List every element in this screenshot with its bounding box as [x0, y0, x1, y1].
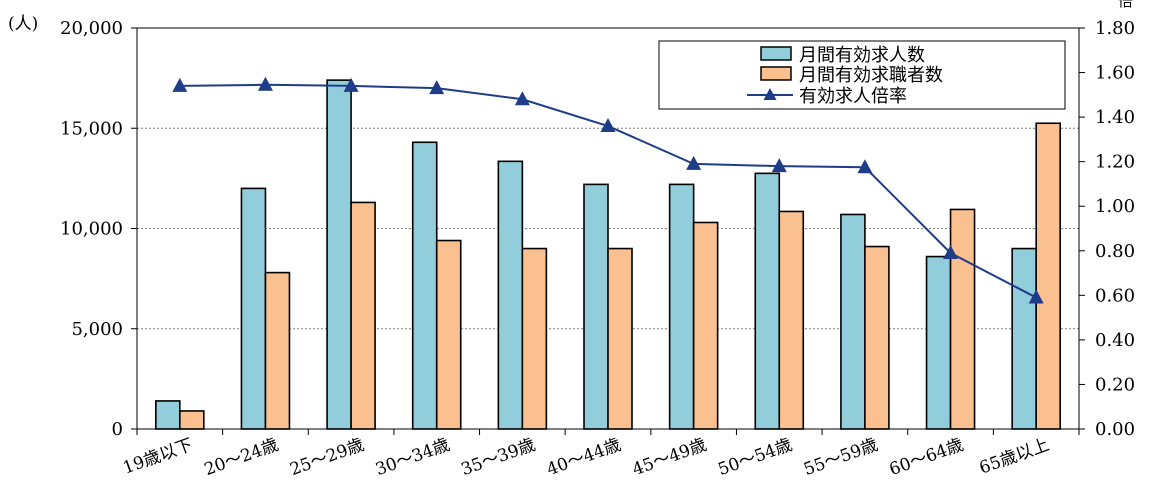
x-axis-label: 25～29歳 — [287, 435, 366, 480]
bar-job-openings — [326, 79, 352, 430]
y2-tick-label: 1.00 — [1095, 196, 1135, 217]
x-axis-label: 20～24歳 — [202, 435, 281, 480]
y2-axis-unit: 倍 — [1118, 0, 1133, 10]
ratio-point — [429, 80, 445, 95]
ratio-point — [686, 155, 702, 170]
legend-marker-ratio — [763, 88, 777, 100]
y-tick-label: 15,000 — [60, 118, 123, 139]
ratio-point — [172, 77, 188, 92]
x-axis-label: 19歳以下 — [120, 435, 195, 479]
bar-job-openings — [668, 183, 695, 430]
ratio-point — [343, 77, 359, 92]
y2-tick-label: 1.40 — [1095, 107, 1135, 128]
legend-label-job-seekers: 月間有効求職者数 — [799, 65, 943, 86]
bar-job-seekers — [1035, 122, 1061, 430]
bar-job-seekers — [179, 410, 205, 430]
bar-job-seekers — [350, 201, 376, 430]
y2-tick-label: 1.60 — [1095, 63, 1135, 84]
y2-tick-label: 1.20 — [1095, 152, 1135, 173]
bar-job-seekers — [949, 208, 976, 430]
bar-job-seekers — [778, 210, 805, 430]
grid-lines — [137, 127, 1079, 330]
y2-tick-label: 0.20 — [1095, 374, 1135, 395]
y-tick-label: 20,000 — [60, 18, 123, 39]
y-axis-right-ticks: 0.00 0.20 0.40 0.60 0.80 1.00 1.20 1.40 1.60 1.80 — [1095, 18, 1135, 440]
bar-job-openings — [155, 400, 181, 430]
y2-tick-label: 1.80 — [1095, 18, 1135, 39]
x-axis-label: 45～49歳 — [630, 435, 709, 480]
legend-swatch-job-openings — [760, 46, 792, 61]
plot-frame — [136, 27, 1080, 430]
x-axis-label: 60～64歳 — [887, 435, 966, 480]
ratio-line — [172, 76, 1044, 304]
ratio-point — [857, 159, 873, 174]
bar-job-openings — [583, 183, 609, 430]
x-axis-label: 55～59歳 — [801, 435, 880, 480]
bar-job-seekers — [607, 247, 633, 430]
y2-tick-label: 0.60 — [1095, 285, 1135, 306]
y2-tick-label: 0.80 — [1095, 241, 1135, 262]
bar-job-seekers — [521, 247, 548, 430]
legend-swatch-job-seekers — [760, 66, 792, 81]
legend-box — [658, 40, 1066, 110]
x-axis-label: 30～34歳 — [373, 435, 452, 480]
x-axis-label: 40～44歳 — [544, 435, 623, 480]
y-axis-left-ticks: 0 5,000 10,000 15,000 20,000 — [60, 18, 123, 440]
bar-job-seekers — [435, 239, 462, 430]
bar-job-seekers — [264, 271, 291, 430]
ratio-point — [600, 118, 616, 133]
y-tick-label: 5,000 — [71, 319, 123, 340]
ratio-point — [771, 158, 787, 173]
bar-job-openings — [840, 213, 866, 430]
legend-label-ratio: 有効求人倍率 — [799, 86, 907, 107]
ratio-point — [514, 91, 530, 106]
bar-job-openings — [240, 187, 267, 430]
bar-job-seekers — [864, 245, 890, 430]
bar-job-openings — [497, 160, 524, 430]
y-tick-label: 10,000 — [60, 219, 123, 240]
ratio-point — [257, 76, 273, 91]
bar-job-seekers — [692, 221, 719, 430]
x-axis-label: 65歳以上 — [977, 435, 1052, 479]
y2-tick-label: 0.00 — [1095, 419, 1135, 440]
y2-tick-label: 0.40 — [1095, 330, 1135, 351]
y-tick-label: 0 — [112, 419, 123, 440]
y-axis-unit: (人) — [8, 14, 38, 34]
bar-job-openings — [754, 172, 781, 430]
ratio-point — [1028, 289, 1044, 304]
bars — [155, 79, 1061, 430]
x-axis-label: 35～39歳 — [459, 435, 538, 480]
x-axis-labels: 19歳以下 20～24歳 25～29歳 30～34歳 35～39歳 40～44歳 45～49… — [120, 435, 1051, 480]
bar-job-openings — [1011, 247, 1037, 430]
bar-job-openings — [925, 255, 952, 430]
bar-job-openings — [411, 141, 438, 430]
legend-label-job-openings: 月間有効求人数 — [799, 45, 925, 66]
axes — [131, 27, 1085, 435]
x-axis-label: 50～54歳 — [716, 435, 795, 480]
ratio-point — [943, 245, 959, 260]
